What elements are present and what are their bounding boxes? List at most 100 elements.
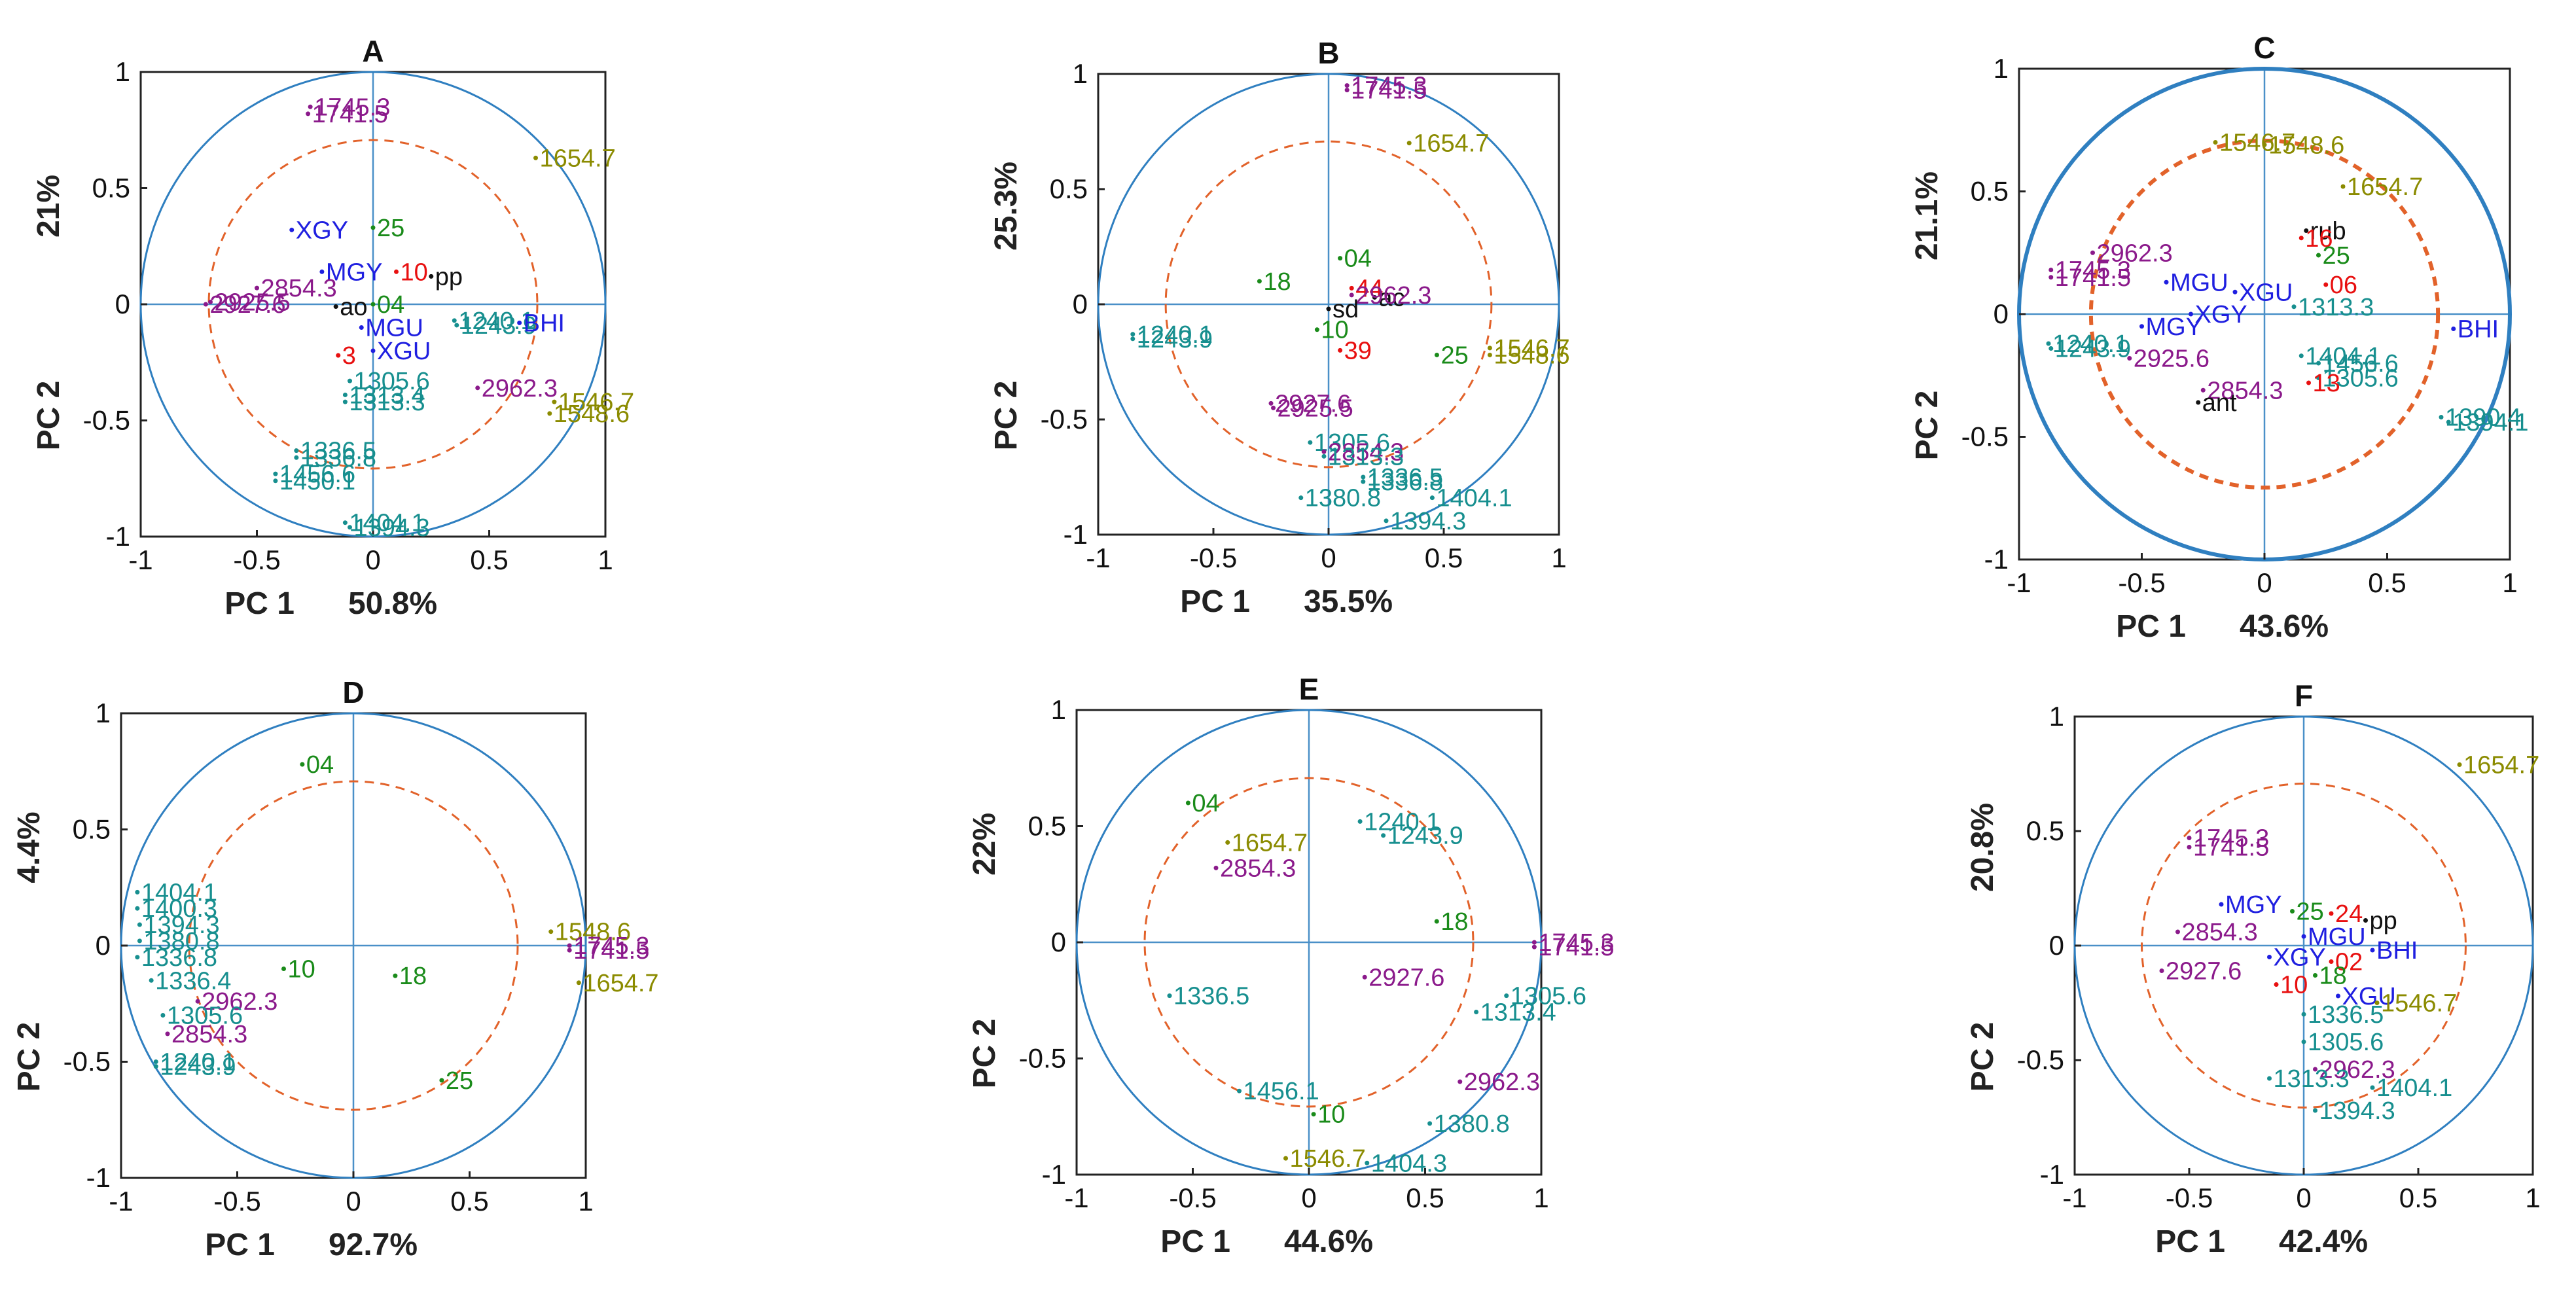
panel-c-x-tick-label: -1 [2007,567,2031,598]
panel-d-point-label: 1654.7 [582,970,658,997]
panel-a-point-1243-9 [454,323,459,328]
panel-f-point-1305-6 [2301,1039,2306,1044]
panel-c-x-tick-label: 0.5 [2368,567,2406,598]
panel-b-y-tick-label: 0.5 [1050,173,1088,204]
panel-e-point-18 [1434,919,1439,924]
panel-c-point-2925-6 [2127,356,2132,361]
panel-a-point-1305-6 [348,378,352,383]
panel-d-point-1243-9 [153,1064,158,1069]
panel-c: -1 -0.5 0 0.5 1 1 0.5 0 -0.5 -1 C PC 1 43.6% PC 2 21.1… [1910,31,2528,644]
panel-e-point-label: 1243.9 [1387,823,1463,850]
panel-a-point-10 [394,269,399,274]
panel-f-point-mgu [2301,934,2306,939]
panel-f-point-label: 1404.1 [2376,1074,2452,1102]
panel-f-point-2962-3 [2313,1067,2317,1072]
panel-f-point-label: 1741.5 [2193,834,2269,862]
panel-a-point-1546-7 [552,399,557,404]
panel-d-point-label: 1741.5 [573,937,649,965]
panel-f: -1 -0.5 0 0.5 1 1 0.5 0 -0.5 -1 F PC 1 42.4% PC 2 20.8… [1965,679,2541,1259]
panel-b-point-1305-6 [1308,440,1313,445]
panel-a-point-label: 1548.6 [554,400,630,428]
panel-a: -1 -0.5 0 0.5 1 1 0.5 0 -0.5 -1 A PC 1 50.8% PC 2 21% 1… [31,34,634,621]
panel-b-point-label: ac [1378,284,1404,311]
panel-f-point-1394-3 [2313,1108,2317,1113]
panel-a-x-tick-label: 0.5 [470,544,508,575]
panel-c-point-13 [2306,380,2311,385]
panel-a-point-xgu [370,348,376,353]
panel-e-point-04 [1185,800,1190,806]
panel-c-point-label: 13 [2313,370,2340,397]
panel-f-point-label: 1305.6 [2308,1029,2384,1056]
panel-e-x-tick-label: 1 [1533,1182,1548,1213]
panel-c-inner-circle [2088,138,2441,490]
panel-c-x-tick-label: 0 [2257,567,2272,598]
panel-e-point-label: 2962.3 [1464,1069,1540,1096]
panel-b-point-label: 10 [1321,317,1348,344]
panel-a-point-04 [370,302,376,307]
panel-c-point-1240-1 [2046,341,2051,346]
panel-c-point-16 [2299,236,2304,241]
panel-f-x-axis-label: PC 1 [2155,1224,2225,1259]
panel-d-y-variance: 4.4% [12,811,46,883]
panel-e-point-2927-6 [1362,974,1367,980]
panel-f-point-label: 1394.3 [2319,1097,2395,1125]
panel-e-inner-circle [1143,777,1475,1108]
panel-a-x-tick-label: 0 [365,544,380,575]
panel-b-point-label: 04 [1344,245,1372,273]
panel-c-x-tick-label: -0.5 [2118,567,2165,598]
panel-c-y-axis-label: PC 2 [1910,391,1944,461]
panel-a-point-1741-5 [306,111,311,116]
panel-d-point-1745-3 [567,943,572,948]
panel-a-point-label: pp [435,263,463,291]
panel-c-point-1313-3 [2291,304,2297,310]
panel-a-point-label: 1336.8 [300,444,376,472]
panel-c-point-mgu [2164,279,2169,285]
panel-a-point-label: 04 [377,291,404,319]
panel-f-title: F [2295,679,2313,713]
panel-f-x-tick-label: -0.5 [2166,1182,2213,1213]
panel-c-point-label: 1313.3 [2298,294,2374,321]
panel-e-point-1546-7 [1283,1156,1288,1161]
panel-f-point-label: MGY [2225,891,2282,919]
panel-a-point-mgu [359,325,364,330]
panel-d-y-tick-label: 0.5 [73,814,111,845]
panel-c-point-label: 1305.6 [2323,365,2399,393]
panel-a-point-label: 2854.3 [261,275,337,302]
panel-c-point-label: 06 [2330,272,2357,299]
panel-f-point-1313-3 [2267,1076,2272,1081]
panel-e: -1 -0.5 0 0.5 1 1 0.5 0 -0.5 -1 E PC 1 44.6% PC 2 22% 0… [967,672,1615,1259]
panel-b-point-label: 1243.9 [1137,326,1213,353]
panel-f-inner-circle [2141,783,2467,1109]
panel-f-y-variance: 20.8% [1965,803,2000,892]
panel-d-point-1394-3 [137,922,142,927]
panel-b-point-1394-3 [1384,518,1389,524]
panel-a-point-label: 1745.3 [314,94,390,121]
panel-d-point-1380-8 [137,938,142,944]
panel-d-point-label: 1400.3 [141,895,217,923]
panel-f-point-label: 1546.7 [2381,990,2457,1018]
panel-c-point-label: MGY [2146,313,2203,341]
panel-d-x-tick-label: -1 [109,1186,133,1216]
panel-a-point-label: 1336.5 [300,438,376,465]
panel-b-point-1404-1 [1429,495,1435,501]
panel-e-point-label: 18 [1440,908,1468,936]
panel-f-point-1741-5 [2187,845,2192,849]
panel-a-title: A [362,34,384,68]
panel-a-point-label: 1654.7 [540,145,616,172]
panel-e-y-tick-label: -0.5 [1019,1043,1066,1074]
panel-d-point-2854-3 [165,1031,170,1037]
panel-b-point-2927-6 [1268,400,1274,406]
panel-b-point-1745-3 [1344,83,1350,88]
panel-a-x-variance: 50.8% [348,586,437,621]
panel-f-point-label: 18 [2319,963,2347,990]
panel-b-point-label: 1313.3 [1328,443,1404,471]
panel-a-point-2854-3 [255,285,259,291]
panel-c-point-1394-1 [2446,419,2451,425]
panel-b-point-label: 39 [1344,337,1372,364]
panel-a-point-1336-5 [294,448,299,453]
panel-f-point-2927-6 [2159,968,2164,973]
panel-b-point-1240-1 [1130,332,1136,337]
panel-a-point-2927-6 [203,302,208,307]
panel-c-point-rub [2304,228,2309,233]
